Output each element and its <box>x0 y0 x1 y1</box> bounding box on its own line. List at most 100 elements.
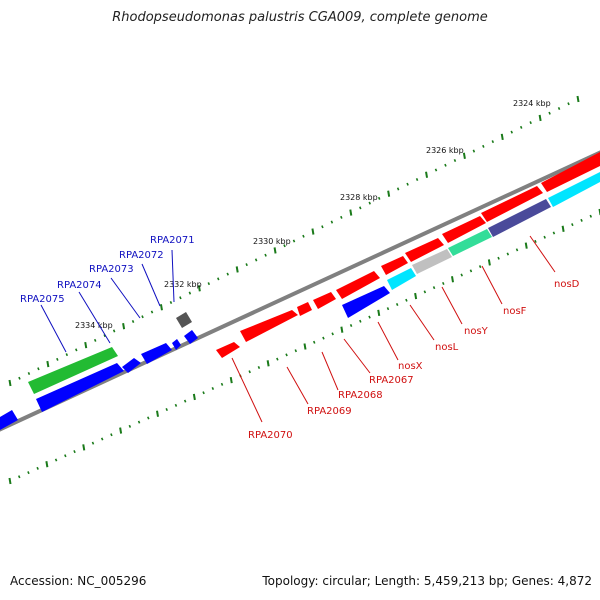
scale-tick <box>472 149 476 153</box>
scale-tick <box>359 206 362 210</box>
gene-feature[interactable] <box>216 342 240 358</box>
kbp-label-2332: 2332 kbp <box>164 280 202 289</box>
scale-tick <box>331 332 334 336</box>
gene-label-RPA2074[interactable]: RPA2074 <box>57 280 102 291</box>
tick-row-outer <box>8 95 580 387</box>
gene-feature[interactable] <box>336 271 380 299</box>
scale-tick <box>406 182 409 186</box>
scale-tick <box>207 282 211 286</box>
scale-tick <box>377 309 381 317</box>
gene-label-RPA2072[interactable]: RPA2072 <box>119 250 164 261</box>
scale-tick <box>276 357 279 361</box>
tick-row-inner <box>8 208 600 485</box>
nos-lower-lane <box>342 172 600 318</box>
scale-tick <box>169 301 173 305</box>
scale-tick <box>340 326 344 333</box>
scale-tick <box>257 366 261 370</box>
gene-label-RPA2070[interactable]: RPA2070 <box>248 430 293 441</box>
nos-cyan-feature[interactable] <box>548 172 600 207</box>
scale-tick <box>45 461 49 468</box>
scale-tick <box>165 408 168 412</box>
gene-feature[interactable] <box>442 216 486 243</box>
scale-tick <box>211 387 215 391</box>
scale-tick <box>156 410 159 417</box>
gene-feature[interactable] <box>172 339 181 350</box>
scale-tick <box>226 272 229 276</box>
scale-tick <box>56 357 59 361</box>
rna-feature[interactable] <box>28 347 118 394</box>
scale-tick <box>561 225 565 232</box>
gene-label-RPA2075[interactable]: RPA2075 <box>20 294 65 305</box>
gene-label-RPA2067[interactable]: RPA2067 <box>369 375 414 386</box>
kbp-label-2326: 2326 kbp <box>426 146 464 155</box>
gene-feature[interactable] <box>141 343 172 364</box>
scale-tick <box>451 276 454 283</box>
gene-feature[interactable] <box>0 410 18 430</box>
gene-feature[interactable] <box>481 186 543 222</box>
nosX-feature[interactable] <box>342 286 390 318</box>
scale-tick <box>453 159 457 163</box>
scale-tick <box>543 235 546 239</box>
kbp-label-2334: 2334 kbp <box>75 321 113 330</box>
gene-label-RPA2069[interactable]: RPA2069 <box>307 406 352 417</box>
gene-feature[interactable] <box>541 152 600 192</box>
scale-tick <box>245 263 248 267</box>
scale-tick <box>91 441 95 445</box>
scale-tick <box>432 286 436 290</box>
gene-label-RPA2073[interactable]: RPA2073 <box>89 264 134 275</box>
scale-tick <box>27 372 31 376</box>
nosF-feature[interactable] <box>448 229 492 256</box>
gene-label-nosX[interactable]: nosX <box>398 361 423 372</box>
gene-feature[interactable] <box>36 363 124 412</box>
scale-tick <box>82 444 86 451</box>
gene-label-nosF[interactable]: nosF <box>503 306 527 317</box>
scale-tick <box>73 450 76 454</box>
scale-tick <box>349 323 353 327</box>
scale-tick <box>131 319 135 323</box>
pseudo-feature[interactable] <box>176 312 192 328</box>
gene-label-nosL[interactable]: nosL <box>435 342 459 353</box>
scale-tick <box>462 152 466 159</box>
scale-tick <box>322 336 325 340</box>
kbp-label-2328: 2328 kbp <box>340 193 378 202</box>
scale-tick <box>292 239 296 243</box>
scale-tick <box>303 343 307 350</box>
scale-tick <box>387 190 391 197</box>
accession-text: Accession: NC_005296 <box>10 574 147 588</box>
gene-feature[interactable] <box>381 256 408 275</box>
gene-feature[interactable] <box>122 358 141 373</box>
scale-tick <box>548 111 551 115</box>
nosL-feature[interactable] <box>387 268 416 290</box>
scale-tick <box>377 196 381 200</box>
scale-tick <box>302 234 305 238</box>
blue-label-leaders <box>40 249 175 353</box>
scale-tick <box>557 106 561 110</box>
gene-label-nosD[interactable]: nosD <box>554 279 580 290</box>
scale-tick <box>576 95 580 103</box>
gene-feature[interactable] <box>240 310 298 342</box>
scale-tick <box>217 277 220 281</box>
gene-label-RPA2071[interactable]: RPA2071 <box>150 235 195 246</box>
scale-tick <box>506 252 510 256</box>
scale-tick <box>174 403 178 407</box>
kbp-label-2330: 2330 kbp <box>253 237 291 246</box>
nosD-feature[interactable] <box>488 199 551 237</box>
scale-tick <box>396 187 400 191</box>
nosY-feature[interactable] <box>412 249 452 274</box>
scale-tick <box>192 393 196 401</box>
gene-feature[interactable] <box>184 330 198 344</box>
scale-tick <box>478 265 482 269</box>
scale-tick <box>529 121 532 125</box>
scale-tick <box>220 382 224 386</box>
forward-strand-genes <box>216 152 600 358</box>
gene-label-nosY[interactable]: nosY <box>464 326 489 337</box>
gene-feature[interactable] <box>405 238 444 262</box>
gene-label-RPA2068[interactable]: RPA2068 <box>338 390 383 401</box>
scale-tick <box>254 258 258 262</box>
scale-tick <box>552 231 556 235</box>
gene-feature[interactable] <box>297 302 312 316</box>
scale-tick <box>54 458 58 462</box>
gene-feature[interactable] <box>313 292 336 309</box>
scale-tick <box>150 310 154 314</box>
